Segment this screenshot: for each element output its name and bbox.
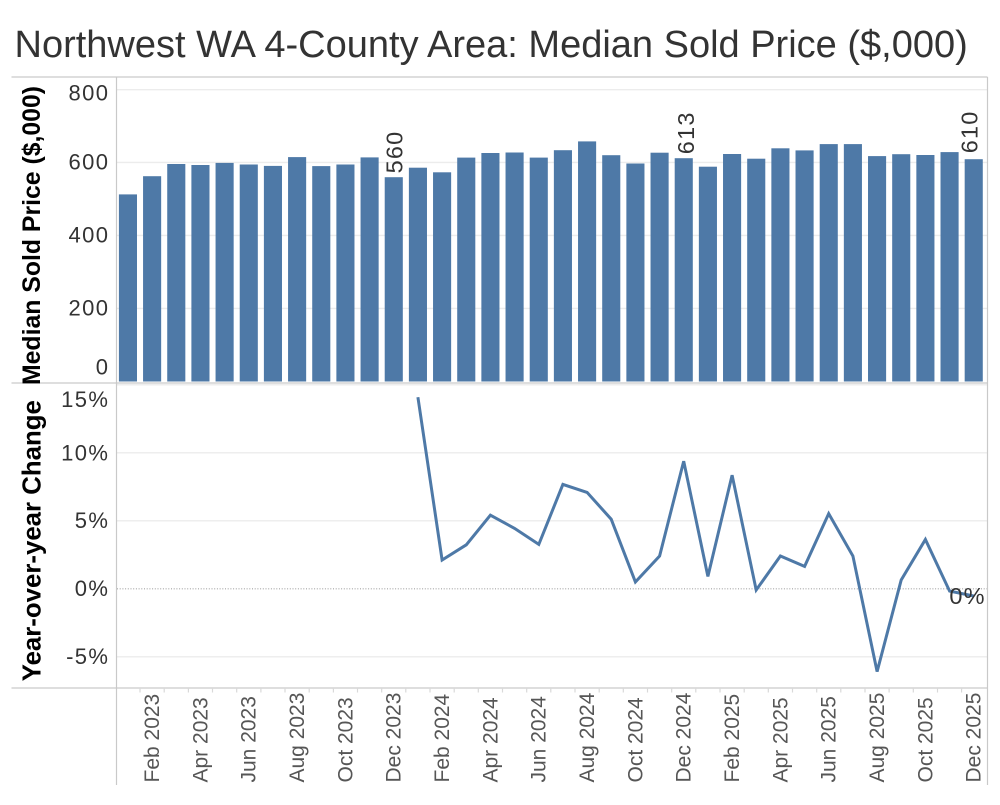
svg-text:Aug 2024: Aug 2024: [576, 692, 599, 782]
svg-text:10%: 10%: [61, 440, 109, 465]
svg-text:15%: 15%: [61, 387, 109, 412]
svg-text:800: 800: [68, 81, 109, 106]
svg-text:-5%: -5%: [66, 644, 109, 669]
svg-text:Jun 2025: Jun 2025: [818, 696, 841, 782]
svg-text:Feb 2024: Feb 2024: [431, 693, 454, 782]
svg-text:Feb 2023: Feb 2023: [141, 694, 164, 783]
svg-text:Jun 2024: Jun 2024: [528, 696, 551, 783]
svg-text:Oct 2025: Oct 2025: [914, 697, 937, 782]
svg-text:0: 0: [96, 354, 110, 379]
svg-text:Aug 2023: Aug 2023: [286, 693, 309, 783]
svg-text:Aug 2025: Aug 2025: [866, 693, 889, 783]
svg-text:Dec 2025: Dec 2025: [963, 693, 986, 783]
svg-text:400: 400: [68, 223, 109, 248]
svg-text:Apr 2024: Apr 2024: [479, 697, 502, 783]
svg-text:200: 200: [68, 296, 109, 321]
svg-text:Dec 2024: Dec 2024: [673, 692, 696, 782]
svg-text:Year-over-year Change: Year-over-year Change: [19, 400, 47, 681]
svg-text:Northwest WA 4-County Area: Me: Northwest WA 4-County Area: Median Sold …: [15, 24, 968, 66]
svg-text:Oct 2023: Oct 2023: [334, 697, 357, 782]
svg-text:Apr 2023: Apr 2023: [189, 697, 212, 782]
svg-text:Feb 2025: Feb 2025: [721, 694, 744, 783]
svg-text:5%: 5%: [75, 508, 110, 533]
svg-text:0%: 0%: [75, 576, 110, 601]
svg-text:Jun 2023: Jun 2023: [238, 696, 261, 782]
svg-text:Median Sold Price ($,000): Median Sold Price ($,000): [19, 86, 46, 385]
svg-text:Oct 2024: Oct 2024: [624, 697, 647, 783]
svg-text:Dec 2023: Dec 2023: [383, 693, 406, 783]
svg-text:Apr 2025: Apr 2025: [769, 697, 792, 782]
svg-text:0%: 0%: [949, 583, 985, 609]
svg-text:613: 613: [673, 111, 699, 154]
svg-text:610: 610: [957, 110, 983, 153]
svg-text:600: 600: [68, 150, 109, 175]
svg-text:560: 560: [382, 131, 408, 174]
